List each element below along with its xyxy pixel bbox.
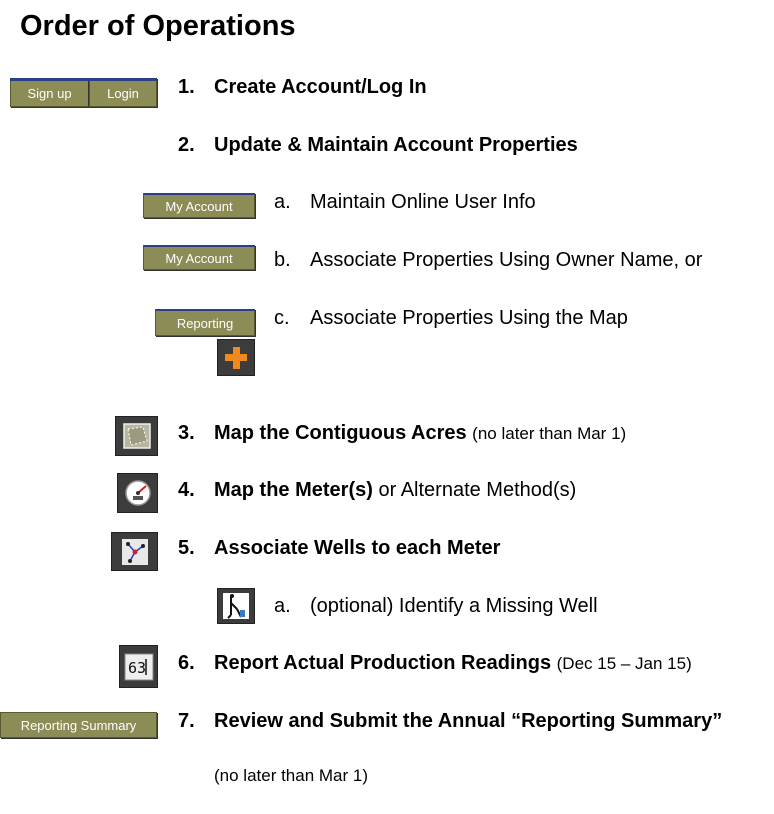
odometer-readings-icon[interactable]: 63: [119, 645, 158, 688]
step-text: Map the Contiguous Acres: [214, 422, 467, 444]
step-text: Update & Maintain Account Properties: [214, 134, 578, 156]
substep-5a: a. (optional) Identify a Missing Well: [0, 595, 774, 623]
plus-icon[interactable]: [217, 339, 255, 376]
step-number: 1.: [178, 76, 195, 98]
step-content: Report Actual Production Readings (Dec 1…: [214, 652, 692, 675]
step-5: 5. Associate Wells to each Meter: [0, 537, 774, 565]
svg-text:63: 63: [128, 659, 146, 677]
page-title: Order of Operations: [20, 10, 296, 42]
substep-letter: a.: [274, 595, 291, 617]
substep-text: Associate Properties Using Owner Name, o…: [310, 249, 703, 271]
auth-button-group: Sign up Login: [10, 78, 157, 107]
substep-letter: c.: [274, 307, 290, 329]
step-number: 3.: [178, 422, 195, 444]
substep-a: a. Maintain Online User Info: [0, 191, 774, 219]
step-number: 4.: [178, 479, 195, 501]
substep-text: Maintain Online User Info: [310, 191, 536, 213]
step-number: 7.: [178, 710, 195, 732]
my-account-button[interactable]: My Account: [143, 193, 255, 218]
sign-up-button[interactable]: Sign up: [10, 81, 89, 107]
step-7: 7. Review and Submit the Annual “Reporti…: [0, 710, 774, 738]
step-text: Map the Meter(s): [214, 479, 373, 501]
substep-text: (optional) Identify a Missing Well: [310, 595, 598, 617]
associate-wells-icon[interactable]: [111, 532, 158, 571]
step-2: 2. Update & Maintain Account Properties: [0, 134, 774, 162]
step-note: (Dec 15 – Jan 15): [556, 654, 692, 673]
step-text: Create Account/Log In: [214, 76, 427, 98]
step-text: Report Actual Production Readings: [214, 652, 552, 674]
step-rest: or Alternate Method(s): [372, 479, 577, 501]
map-acres-icon[interactable]: [115, 416, 158, 456]
step-content: Map the Contiguous Acres (no later than …: [214, 422, 626, 445]
substep-letter: a.: [274, 191, 291, 213]
step-7-note: (no later than Mar 1): [214, 766, 369, 785]
step-4: 4. Map the Meter(s) or Alternate Method(…: [0, 479, 774, 507]
login-button[interactable]: Login: [89, 81, 157, 107]
step-3: 3. Map the Contiguous Acres (no later th…: [0, 422, 774, 450]
step-note: (no later than Mar 1): [472, 424, 627, 443]
missing-well-icon[interactable]: [217, 588, 255, 624]
step-content: Map the Meter(s) or Alternate Method(s): [214, 479, 576, 502]
reporting-button[interactable]: Reporting: [155, 309, 255, 336]
reporting-summary-button[interactable]: Reporting Summary: [0, 712, 157, 738]
substep-c: c. Associate Properties Using the Map: [0, 307, 774, 335]
my-account-button[interactable]: My Account: [143, 245, 255, 270]
substep-letter: b.: [274, 249, 291, 271]
step-number: 6.: [178, 652, 195, 674]
step-text: Review and Submit the Annual “Reporting …: [214, 710, 723, 732]
step-number: 5.: [178, 537, 195, 559]
step-number: 2.: [178, 134, 195, 156]
step-1: 1. Create Account/Log In: [0, 76, 774, 104]
substep-text: Associate Properties Using the Map: [310, 307, 628, 329]
step-6: 6. Report Actual Production Readings (De…: [0, 652, 774, 680]
meter-gauge-icon[interactable]: [117, 473, 158, 513]
substep-b: b. Associate Properties Using Owner Name…: [0, 249, 774, 277]
step-text: Associate Wells to each Meter: [214, 537, 501, 559]
